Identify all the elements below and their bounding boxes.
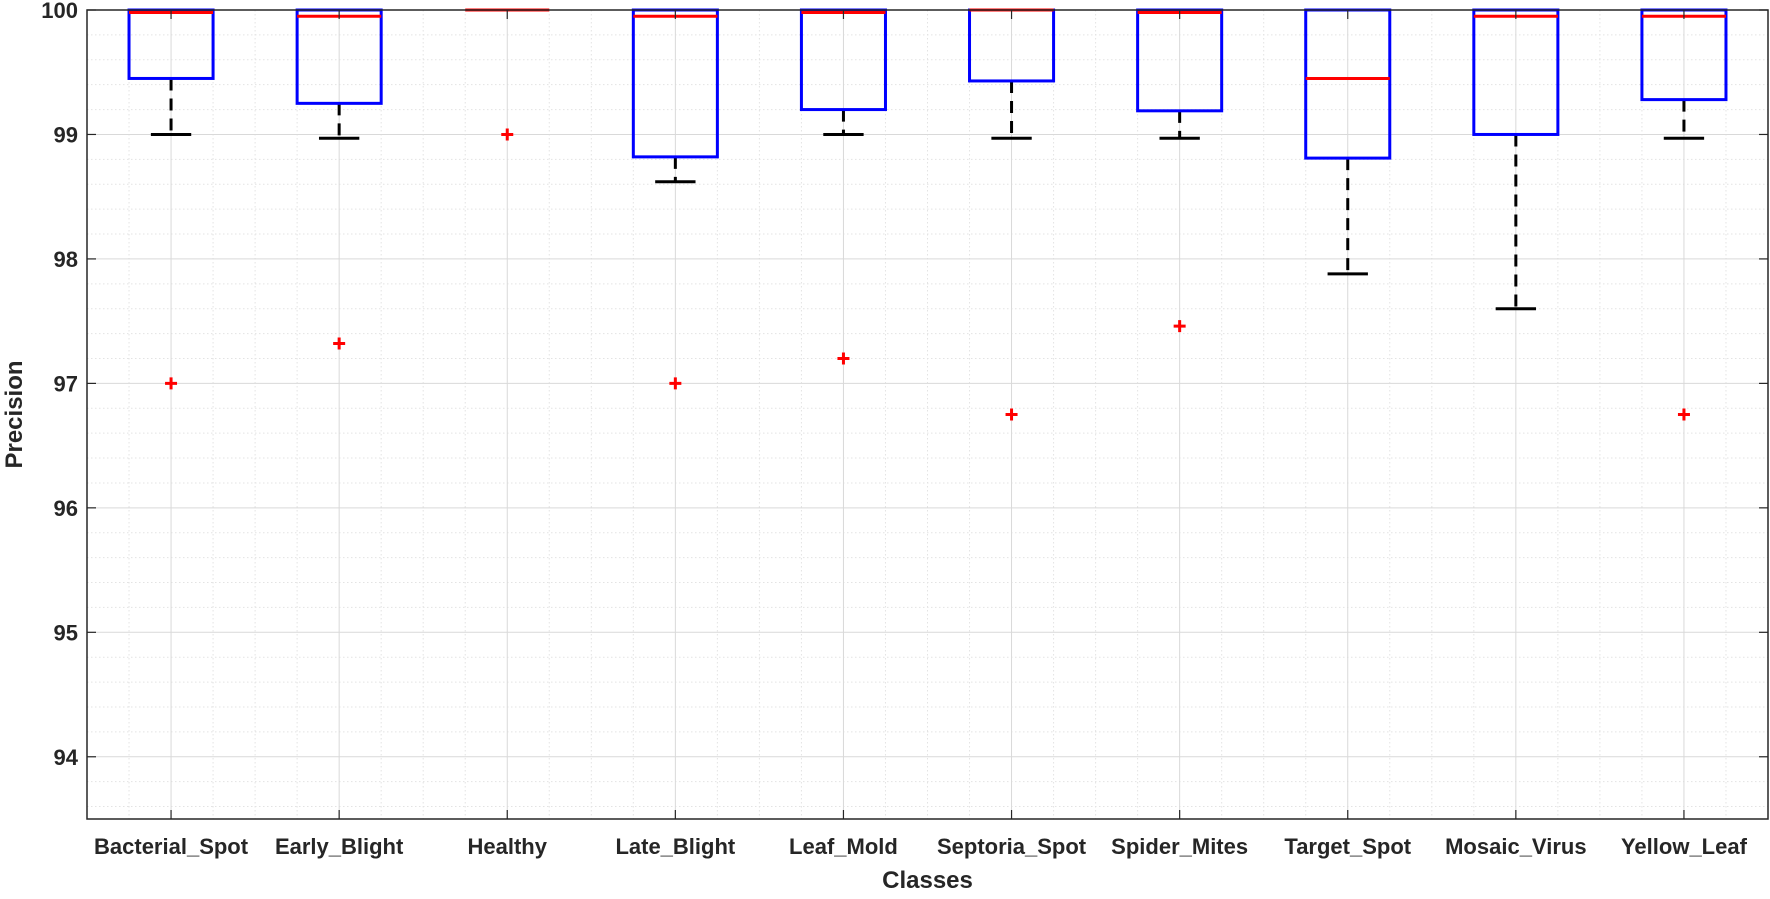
x-tick-label: Leaf_Mold (789, 834, 898, 859)
grid-layer (87, 9, 1768, 819)
tick-layer: 94 95 96 97 98 99 100 Bacterial_Spot Early_Bligh… (41, 0, 1768, 859)
x-tick-label: Target_Spot (1284, 834, 1411, 859)
y-axis-label: Precision (1, 360, 28, 468)
y-tick-label: 98 (54, 247, 78, 272)
y-tick-label: 95 (54, 620, 78, 645)
outlier-marker (1677, 408, 1690, 421)
outlier-marker (1005, 408, 1018, 421)
x-tick-label: Septoria_Spot (937, 834, 1087, 859)
x-tick-label: Spider_Mites (1111, 834, 1248, 859)
outlier-marker (669, 377, 682, 390)
x-tick-label: Healthy (468, 834, 548, 859)
y-tick-label: 97 (54, 371, 78, 396)
y-tick-label: 96 (54, 496, 78, 521)
outlier-marker (837, 352, 850, 365)
box-group (295, 8, 383, 350)
x-tick-label: Yellow_Leaf (1621, 834, 1748, 859)
y-tick-label: 99 (54, 122, 78, 147)
x-tick-label: Early_Blight (275, 834, 404, 859)
outlier-marker (333, 337, 346, 350)
y-tick-label: 94 (54, 745, 79, 770)
x-tick-label: Mosaic_Virus (1445, 834, 1586, 859)
x-tick-label: Late_Blight (615, 834, 735, 859)
outlier-marker (1173, 320, 1186, 333)
outlier-marker (501, 128, 514, 141)
y-tick-label: 100 (41, 0, 78, 23)
x-tick-label: Bacterial_Spot (94, 834, 249, 859)
x-axis-label: Classes (882, 867, 973, 894)
plot-frame (86, 9, 1769, 820)
outlier-marker (165, 377, 178, 390)
